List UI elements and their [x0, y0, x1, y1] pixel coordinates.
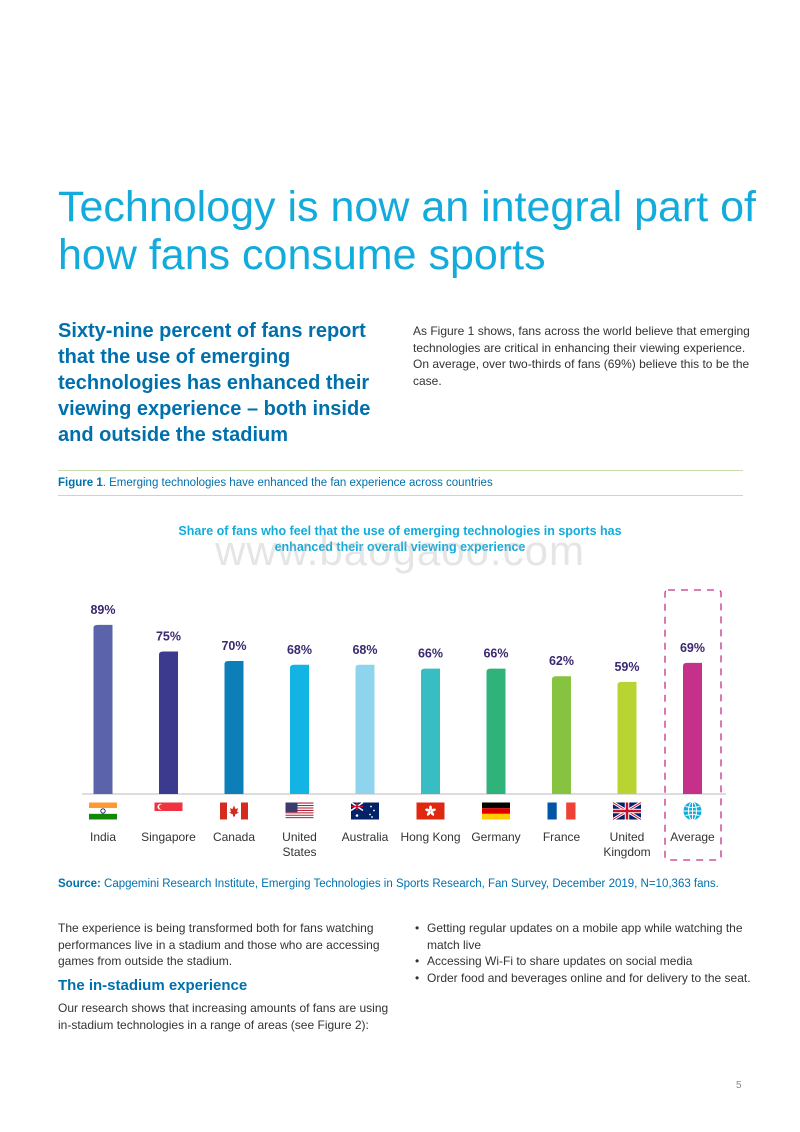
source-text: Capgemini Research Institute, Emerging T… [100, 878, 719, 890]
value-label: 69% [680, 641, 705, 655]
lede-heading: Sixty-nine percent of fans report that t… [58, 320, 371, 446]
figure-caption-bar: Figure 1. Emerging technologies have enh… [58, 470, 743, 496]
value-label: 59% [614, 660, 639, 674]
germany-flag-icon [482, 802, 510, 820]
value-label: 68% [352, 643, 377, 657]
figure-label: Figure 1 [58, 477, 103, 489]
bullet-list: Getting regular updates on a mobile app … [413, 920, 753, 986]
page-number: 5 [736, 1080, 742, 1091]
category-label: India [90, 830, 116, 844]
watermark: www.baogaoo.com [215, 527, 585, 574]
category-label: Australia [342, 830, 389, 844]
body-paragraph-2: Our research shows that increasing amoun… [58, 1001, 389, 1032]
category-label: United [610, 830, 645, 844]
figure-caption: . Emerging technologies have enhanced th… [102, 477, 493, 489]
usa-flag-icon [285, 802, 314, 820]
bar-united-kingdom [617, 681, 637, 794]
india-flag-icon [89, 802, 117, 820]
bar-germany [486, 668, 506, 794]
bar-chart: 89%India75%Singapore70%Canada68%UnitedSt… [82, 589, 726, 861]
category-label: Average [670, 830, 715, 844]
bullet-item: Accessing Wi-Fi to share updates on soci… [413, 953, 753, 970]
value-label: 89% [90, 603, 115, 617]
intro-paragraph: As Figure 1 shows, fans across the world… [413, 324, 750, 388]
hong-kong-flag-icon [416, 802, 445, 820]
australia-flag-icon [350, 801, 379, 820]
uk-flag-icon [612, 801, 642, 821]
france-flag-icon [547, 802, 576, 820]
body-paragraph: The experience is being transformed both… [58, 921, 380, 968]
section-subheading: The in-stadium experience [58, 977, 248, 994]
chart-title: Share of fans who feel that the use of e… [178, 524, 622, 554]
bar-canada [224, 661, 244, 794]
category-label: France [543, 830, 581, 844]
value-label: 75% [156, 630, 181, 644]
category-label: Canada [213, 830, 255, 844]
bar-australia [355, 664, 375, 794]
average-highlight-box [664, 589, 722, 861]
bar-france [552, 676, 571, 794]
category-label: Hong Kong [400, 830, 460, 844]
category-label: States [282, 845, 316, 859]
bar-united-states [290, 664, 309, 794]
category-label: Singapore [141, 830, 196, 844]
bar-singapore [159, 651, 178, 794]
bar-hong-kong [421, 668, 440, 794]
page-title: Technology is now an integral part of ho… [58, 183, 756, 279]
bar-india [93, 624, 113, 794]
source-label: Source: [58, 878, 101, 890]
value-label: 66% [483, 647, 508, 661]
value-label: 66% [418, 647, 443, 661]
category-label: Kingdom [603, 845, 650, 859]
bullet-item: Order food and beverages online and for … [413, 970, 753, 987]
value-label: 70% [221, 639, 246, 653]
value-label: 62% [549, 654, 574, 668]
singapore-flag-icon [154, 802, 183, 820]
canada-flag-icon [220, 802, 248, 820]
category-label: United [282, 830, 317, 844]
bullet-item: Getting regular updates on a mobile app … [413, 920, 753, 953]
globe-icon [683, 801, 702, 821]
source-note: Source: Capgemini Research Institute, Em… [58, 876, 758, 892]
value-label: 68% [287, 643, 312, 657]
category-label: Germany [471, 830, 520, 844]
bar-average [683, 662, 702, 794]
